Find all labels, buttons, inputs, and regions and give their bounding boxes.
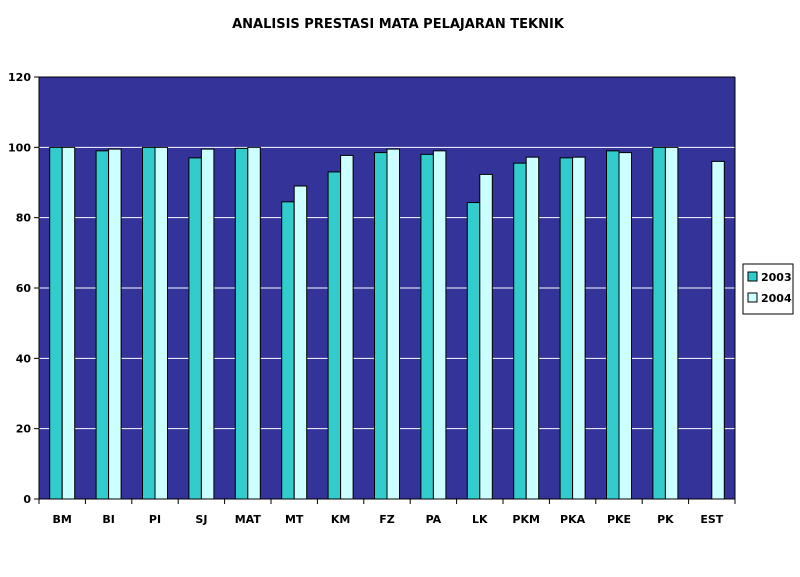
- y-tick-label: 0: [23, 493, 31, 506]
- bar-2004-KM: [340, 154, 354, 500]
- x-tick-label: BI: [102, 513, 114, 526]
- bar-2004-MT: [293, 185, 308, 500]
- bar-2003-LK: [466, 202, 481, 500]
- x-tick-label: KM: [331, 513, 350, 526]
- y-tick-label: 100: [8, 141, 31, 154]
- bar-2003-PKA: [559, 157, 574, 500]
- bar-2004-BI: [108, 148, 122, 500]
- bar-2004-FZ: [386, 148, 400, 500]
- x-tick-label: MAT: [235, 513, 262, 526]
- bar-2003-SJ: [188, 157, 202, 500]
- bar-2004-EST: [711, 160, 725, 500]
- legend: 2003 2004: [742, 263, 794, 315]
- x-tick-label: EST: [700, 513, 723, 526]
- bar-2003-PKM: [513, 162, 527, 500]
- x-tick-label: PA: [426, 513, 442, 526]
- bar-2003-PI: [142, 146, 156, 500]
- x-tick-label: MT: [285, 513, 304, 526]
- bars: [49, 146, 725, 500]
- bar-2003-BM: [49, 146, 63, 500]
- bar-2003-PKE: [606, 150, 620, 500]
- bar-2004-PA: [432, 150, 447, 500]
- bar-2003-PA: [420, 153, 434, 500]
- x-tick-label: PKM: [512, 513, 540, 526]
- y-axis-ticks: 0 20 40 60 80 100 120: [8, 71, 39, 506]
- x-tick-label: BM: [53, 513, 72, 526]
- x-tick-label: PKA: [560, 513, 586, 526]
- x-tick-label: FZ: [379, 513, 395, 526]
- y-tick-label: 40: [16, 352, 32, 365]
- bar-2003-KM: [327, 171, 342, 500]
- legend-label-2003: 2003: [761, 271, 792, 284]
- x-axis-ticks: BM BI PI SJ MAT MT KM FZ PA LK PKM PKA PKE PK EST: [38, 499, 736, 526]
- bar-2004-BM: [61, 146, 76, 500]
- legend-label-2004: 2004: [761, 292, 792, 305]
- x-tick-label: LK: [472, 513, 488, 526]
- chart-title: ANALISIS PRESTASI MATA PELAJARAN TEKNIK: [232, 17, 565, 32]
- y-tick-label: 120: [8, 71, 31, 84]
- bar-2004-LK: [479, 173, 493, 500]
- y-tick-label: 20: [16, 423, 32, 436]
- bar-2004-SJ: [200, 148, 215, 500]
- bar-2004-PI: [154, 146, 168, 500]
- bar-2003-MT: [281, 201, 295, 500]
- x-tick-label: SJ: [195, 513, 207, 526]
- legend-swatch-2004: [747, 292, 758, 303]
- bar-2004-PKE: [618, 152, 632, 500]
- legend-box: [742, 263, 794, 315]
- legend-swatch-2003: [747, 271, 758, 282]
- bar-2003-FZ: [374, 152, 388, 500]
- bar-2004-MAT: [247, 146, 261, 500]
- x-tick-label: PKE: [607, 513, 631, 526]
- y-tick-label: 80: [16, 212, 32, 225]
- bar-2003-MAT: [234, 147, 249, 500]
- bar-2004-PKM: [525, 156, 540, 500]
- x-tick-label: PK: [657, 513, 674, 526]
- x-tick-label: PI: [149, 513, 161, 526]
- y-tick-label: 60: [16, 282, 32, 295]
- bar-2004-PKA: [572, 156, 586, 500]
- bar-2004-PK: [664, 146, 679, 500]
- bar-2003-BI: [95, 150, 110, 500]
- bar-2003-PK: [652, 146, 666, 500]
